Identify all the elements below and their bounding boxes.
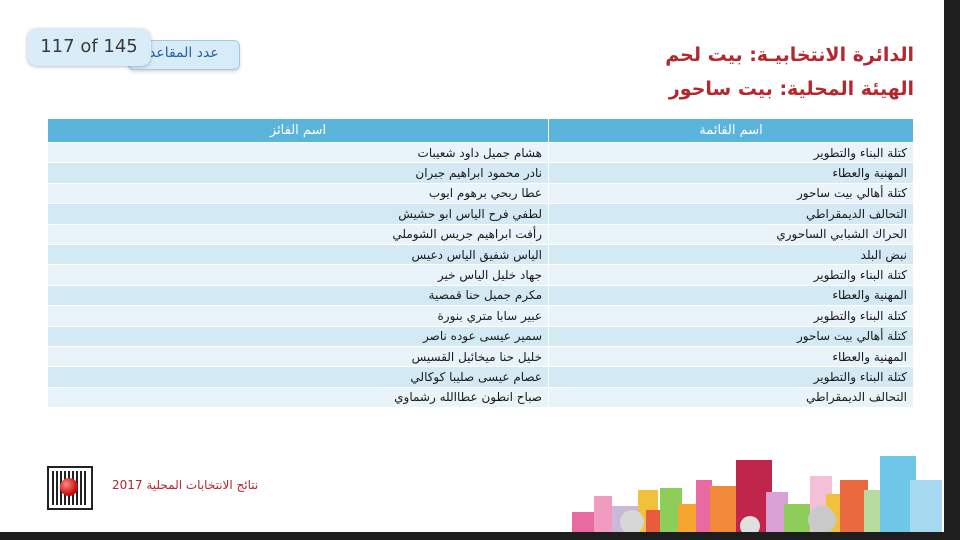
list-name-cell: التحالف الديمقراطي	[548, 203, 914, 225]
list-name-cell: المهنية والعطاء	[548, 284, 914, 307]
window-edge-bottom	[0, 532, 960, 540]
winner-name-cell: لطفي فرح الياس ابو حشيش	[47, 203, 549, 225]
list-name-cell: كتلة البناء والتطوير	[548, 141, 914, 164]
table-row: المهنية والعطاء مكرم جميل حنا قمصية	[47, 284, 914, 307]
table-row: كتلة البناء والتطوير عبير سابا متري بنور…	[47, 305, 914, 327]
winner-name-cell: صباح انطون عطاالله رشماوي	[47, 386, 549, 409]
table-row: الحراك الشبابي الساحوري رأفت ابراهيم جري…	[47, 223, 914, 245]
winner-name-cell: هشام جميل داود شعيبات	[47, 141, 549, 164]
list-name-cell: كتلة البناء والتطوير	[548, 305, 914, 327]
winner-name-cell: عصام عيسى صليبا كوكالي	[47, 366, 549, 388]
list-name-cell: التحالف الديمقراطي	[548, 386, 914, 409]
list-name-cell: كتلة أهالي بيت ساحور	[548, 325, 914, 347]
seat-count-label: عدد المقاعد	[149, 45, 219, 61]
slide: عدد المقاعد 117 of 145 الدائرة الانتخابي…	[0, 0, 944, 532]
winner-name-cell: خليل حنا ميخائيل القسيس	[47, 345, 549, 368]
list-name-cell: المهنية والعطاء	[548, 162, 914, 184]
list-name-header: اسم القائمة	[548, 118, 914, 143]
list-name-cell: كتلة البناء والتطوير	[548, 264, 914, 286]
winner-name-cell: الياس شفيق الياس دعيس	[47, 243, 549, 266]
list-name-cell: كتلة أهالي بيت ساحور	[548, 182, 914, 205]
winner-name-cell: سمير عيسى عوده ناصر	[47, 325, 549, 347]
district-title: الدائرة الانتخابيـة: بيت لحم	[665, 44, 914, 66]
winners-table: اسم القائمة اسم الفائز كتلة البناء والتط…	[47, 118, 914, 409]
table-row: كتلة أهالي بيت ساحور عطا ربحي برهوم ايوب	[47, 182, 914, 205]
page-counter-badge: 117 of 145	[27, 28, 151, 66]
table-row: كتلة البناء والتطوير هشام جميل داود شعيب…	[47, 141, 914, 164]
list-name-cell: الحراك الشبابي الساحوري	[548, 223, 914, 245]
local-body-title: الهيئة المحلية: بيت ساحور	[668, 78, 914, 100]
winner-name-cell: نادر محمود ابراهيم جبران	[47, 162, 549, 184]
table-row: نبض البلد الياس شفيق الياس دعيس	[47, 243, 914, 266]
table-row: المهنية والعطاء خليل حنا ميخائيل القسيس	[47, 345, 914, 368]
table-row: كتلة البناء والتطوير عصام عيسى صليبا كوك…	[47, 366, 914, 388]
list-name-cell: المهنية والعطاء	[548, 345, 914, 368]
table-row: كتلة أهالي بيت ساحور سمير عيسى عوده ناصر	[47, 325, 914, 347]
list-name-cell: نبض البلد	[548, 243, 914, 266]
table-row: المهنية والعطاء نادر محمود ابراهيم جبران	[47, 162, 914, 184]
winner-name-cell: عبير سابا متري بنورة	[47, 305, 549, 327]
winner-name-cell: مكرم جميل حنا قمصية	[47, 284, 549, 307]
winner-name-cell: جهاد خليل الياس خير	[47, 264, 549, 286]
page-counter-text: 117 of 145	[40, 36, 138, 57]
table-header-row: اسم القائمة اسم الفائز	[47, 118, 914, 143]
city-skyline-illustration	[572, 456, 942, 532]
winner-name-header: اسم الفائز	[47, 118, 549, 143]
winner-name-cell: رأفت ابراهيم جريس الشوملي	[47, 223, 549, 245]
window-edge-right	[944, 0, 960, 540]
election-commission-logo-icon	[47, 466, 93, 510]
table-row: التحالف الديمقراطي لطفي فرح الياس ابو حش…	[47, 203, 914, 225]
list-name-cell: كتلة البناء والتطوير	[548, 366, 914, 388]
table-row: كتلة البناء والتطوير جهاد خليل الياس خير	[47, 264, 914, 286]
winner-name-cell: عطا ربحي برهوم ايوب	[47, 182, 549, 205]
table-row: التحالف الديمقراطي صباح انطون عطاالله رش…	[47, 386, 914, 409]
footer-caption: نتائج الانتخابات المحلية 2017	[112, 478, 259, 492]
